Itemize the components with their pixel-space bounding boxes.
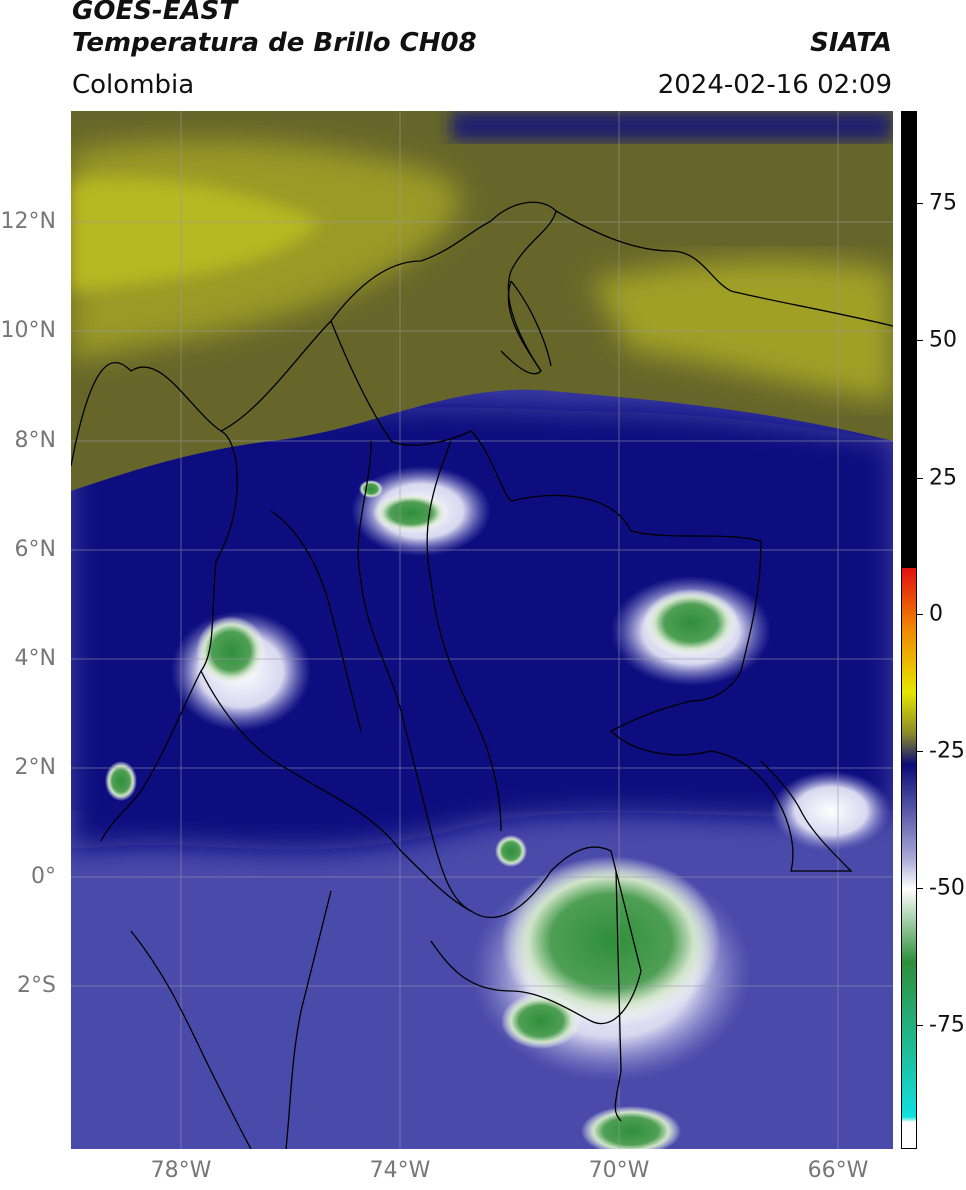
gridlines [71, 111, 893, 1149]
lat-label-2s: 2°S [17, 973, 56, 998]
lon-label-78w: 78°W [150, 1158, 212, 1183]
lon-label-74w: 74°W [369, 1158, 431, 1183]
lat-label-12n: 12°N [0, 209, 56, 234]
colorbar-tick [917, 203, 923, 204]
colorbar-label-m50: -50 [929, 875, 965, 901]
colorbar-label-50: 50 [929, 327, 957, 353]
storm-cell-east [643, 589, 739, 657]
storm-cell-central [373, 493, 449, 533]
colorbar-tick [917, 1025, 923, 1026]
title-product: Temperatura de Brillo CH08 [72, 28, 477, 58]
title-region: Colombia [72, 70, 195, 100]
lat-label-6n: 6°N [14, 537, 56, 562]
navy-band [71, 407, 893, 851]
storm-cell-south [501, 856, 721, 1026]
lat-label-2n: 2°N [14, 755, 56, 780]
lat-label-8n: 8°N [14, 428, 56, 453]
lon-label-66w: 66°W [807, 1158, 869, 1183]
colorbar-label-0: 0 [929, 601, 943, 627]
halo-southeast [771, 771, 891, 851]
lat-label-10n: 10°N [0, 318, 56, 343]
colorbar-label-m25: -25 [929, 738, 965, 764]
lat-label-0: 0° [31, 864, 56, 889]
storm-cell-southwest [501, 993, 581, 1049]
agency-label: SIATA [810, 28, 892, 58]
timestamp-label: 2024-02-16 02:09 [657, 70, 892, 100]
colorbar-tick [917, 478, 923, 479]
colorbar-label-m75: -75 [929, 1012, 965, 1038]
title-satellite: GOES-EAST [72, 0, 238, 26]
storm-cell-coast [105, 761, 137, 801]
top-navy-strip [451, 111, 893, 141]
borders [71, 201, 893, 1149]
storm-cell-small [495, 835, 527, 867]
colorbar-tick [917, 751, 923, 752]
colorbar-tick [917, 888, 923, 889]
lat-label-4n: 4°N [14, 646, 56, 671]
satellite-map [71, 111, 893, 1149]
colorbar-tick [917, 340, 923, 341]
colorbar-label-25: 25 [929, 465, 957, 491]
storm-cell-north [359, 480, 383, 498]
colorbar-tick [917, 614, 923, 615]
colorbar [901, 111, 917, 1149]
storm-cell-far-south [581, 1106, 681, 1149]
storm-cell-west [196, 616, 266, 686]
colorbar-label-75: 75 [929, 190, 957, 216]
lon-label-70w: 70°W [588, 1158, 650, 1183]
dry-air-yellow [71, 178, 321, 291]
